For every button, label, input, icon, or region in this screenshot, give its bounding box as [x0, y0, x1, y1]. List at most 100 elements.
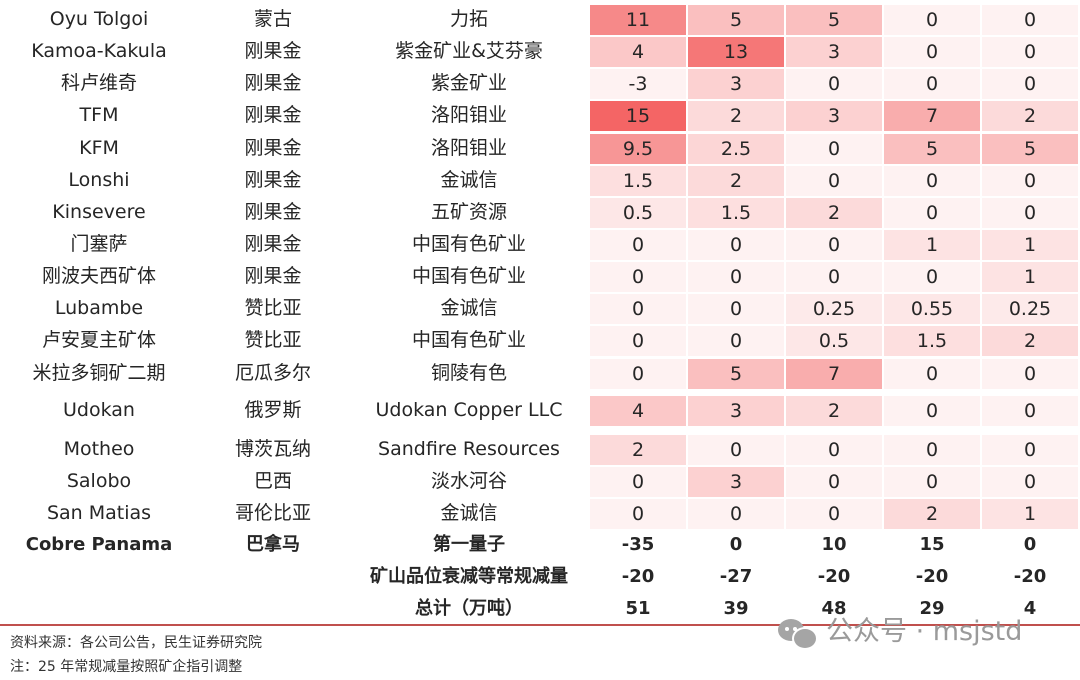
summary-row: Cobre Panama 巴拿马 第一量子 -35 0 10 15 0 [0, 530, 1080, 562]
value-cell: 1 [982, 230, 1078, 260]
value-cell: 1.5 [884, 326, 980, 356]
country-cell: 刚果金 [244, 40, 302, 62]
value-cell: 5 [688, 359, 784, 389]
company-cell: 金诚信 [440, 169, 498, 191]
value-cell: 0 [786, 230, 882, 260]
watermark-text: 公众号 · msjstd [826, 616, 1023, 647]
value-cell: 0 [982, 5, 1078, 35]
country-cell: 厄瓜多尔 [234, 362, 311, 384]
company-cell: 铜陵有色 [430, 362, 507, 384]
value-cell: 4 [1023, 598, 1037, 619]
value-cell: 0 [688, 326, 784, 356]
table-row: Kamoa-Kakula 刚果金 紫金矿业&艾芬豪 4 13 3 0 0 [0, 36, 1080, 68]
project-cell: Salobo [66, 470, 132, 492]
value-cell: 13 [688, 37, 784, 67]
value-cell: 0 [786, 499, 882, 529]
company-cell: 洛阳钼业 [430, 104, 507, 126]
project-cell: Motheo [63, 438, 135, 460]
value-cell: 0 [786, 262, 882, 292]
project-cell: Oyu Tolgoi [49, 8, 149, 30]
value-cell: 1 [982, 262, 1078, 292]
project-cell: Lonshi [68, 169, 130, 191]
table-row: 科卢维奇 刚果金 紫金矿业 -3 3 0 0 0 [0, 68, 1080, 100]
value-cell: 1.5 [590, 166, 686, 196]
value-cell: 4 [590, 396, 686, 426]
company-cell: 中国有色矿业 [411, 233, 526, 255]
table-row: Kinsevere 刚果金 五矿资源 0.5 1.5 2 0 0 [0, 197, 1080, 229]
value-cell: 0 [590, 230, 686, 260]
country-cell: 刚果金 [244, 233, 302, 255]
project-cell: TFM [79, 104, 119, 126]
value-cell: 39 [723, 598, 749, 619]
value-cell: 3 [786, 101, 882, 131]
value-cell: 0 [688, 230, 784, 260]
project-cell [0, 594, 198, 624]
value-cell: 0 [982, 359, 1078, 389]
value-cell: 7 [884, 101, 980, 131]
value-cell: 0 [729, 534, 743, 555]
project-cell: 刚波夫西矿体 [41, 265, 156, 287]
country-cell: 刚果金 [244, 72, 302, 94]
project-cell: Cobre Panama [25, 534, 173, 555]
company-cell: 中国有色矿业 [411, 329, 526, 351]
company-cell: 中国有色矿业 [411, 265, 526, 287]
value-cell: 11 [590, 5, 686, 35]
value-cell: 0 [884, 435, 980, 465]
value-cell: 9.5 [590, 134, 686, 164]
value-cell: 4 [590, 37, 686, 67]
value-cell: -20 [621, 566, 655, 587]
project-cell: Kamoa-Kakula [31, 40, 167, 62]
table-row: KFM 刚果金 洛阳钼业 9.5 2.5 0 5 5 [0, 133, 1080, 165]
value-cell: 3 [786, 37, 882, 67]
value-cell: 0 [1023, 534, 1037, 555]
value-cell: -20 [915, 566, 949, 587]
country-cell [198, 562, 348, 592]
value-cell: 2 [688, 166, 784, 196]
value-cell: 2 [982, 101, 1078, 131]
value-cell: 51 [625, 598, 651, 619]
footer: 资料来源：各公司公告，民生证券研究院 注：25 年常规减量按照矿企指引调整 [10, 632, 262, 680]
country-cell: 赞比亚 [244, 297, 302, 319]
value-cell: 0 [982, 467, 1078, 497]
value-cell: 0.5 [590, 198, 686, 228]
table-row: Oyu Tolgoi 蒙古 力拓 11 5 5 0 0 [0, 4, 1080, 36]
value-cell: 0 [982, 69, 1078, 99]
value-cell: 29 [919, 598, 945, 619]
country-cell: 博茨瓦纳 [234, 438, 311, 460]
table-row: Udokan 俄罗斯 Udokan Copper LLC 4 3 2 0 0 [0, 395, 1080, 427]
table-row: 米拉多铜矿二期 厄瓜多尔 铜陵有色 0 5 7 0 0 [0, 358, 1080, 390]
table-row: San Matias 哥伦比亚 金诚信 0 0 0 2 1 [0, 498, 1080, 530]
value-cell: 0 [982, 435, 1078, 465]
value-cell: 0 [884, 37, 980, 67]
value-cell: 0 [982, 166, 1078, 196]
value-cell: 3 [688, 69, 784, 99]
value-cell: -20 [1013, 566, 1047, 587]
country-cell: 蒙古 [253, 8, 292, 30]
value-cell: 0 [688, 262, 784, 292]
company-cell: 总计（万吨） [415, 598, 523, 619]
value-cell: 0 [884, 467, 980, 497]
table-row: TFM 刚果金 洛阳钼业 15 2 3 7 2 [0, 100, 1080, 132]
table-row: 卢安夏主矿体 赞比亚 中国有色矿业 0 0 0.5 1.5 2 [0, 325, 1080, 357]
company-cell: 五矿资源 [430, 201, 507, 223]
company-cell: 淡水河谷 [430, 470, 507, 492]
company-cell: 金诚信 [440, 502, 498, 524]
watermark: 公众号 · msjstd [778, 612, 1022, 652]
value-cell: 0.25 [982, 294, 1078, 324]
country-cell: 哥伦比亚 [234, 502, 311, 524]
company-cell: Sandfire Resources [378, 438, 560, 460]
value-cell: 2 [688, 101, 784, 131]
project-cell: San Matias [46, 502, 152, 524]
value-cell: 0 [590, 294, 686, 324]
value-cell: 0 [884, 396, 980, 426]
value-cell: 0 [786, 69, 882, 99]
project-cell: 卢安夏主矿体 [41, 329, 156, 351]
value-cell: -3 [590, 69, 686, 99]
project-cell [0, 562, 198, 592]
value-cell: 0 [590, 262, 686, 292]
value-cell: 0 [590, 359, 686, 389]
value-cell: 0 [982, 198, 1078, 228]
adjustment-note: 注：25 年常规减量按照矿企指引调整 [10, 659, 243, 675]
value-cell: 1 [982, 499, 1078, 529]
value-cell: 0 [590, 326, 686, 356]
